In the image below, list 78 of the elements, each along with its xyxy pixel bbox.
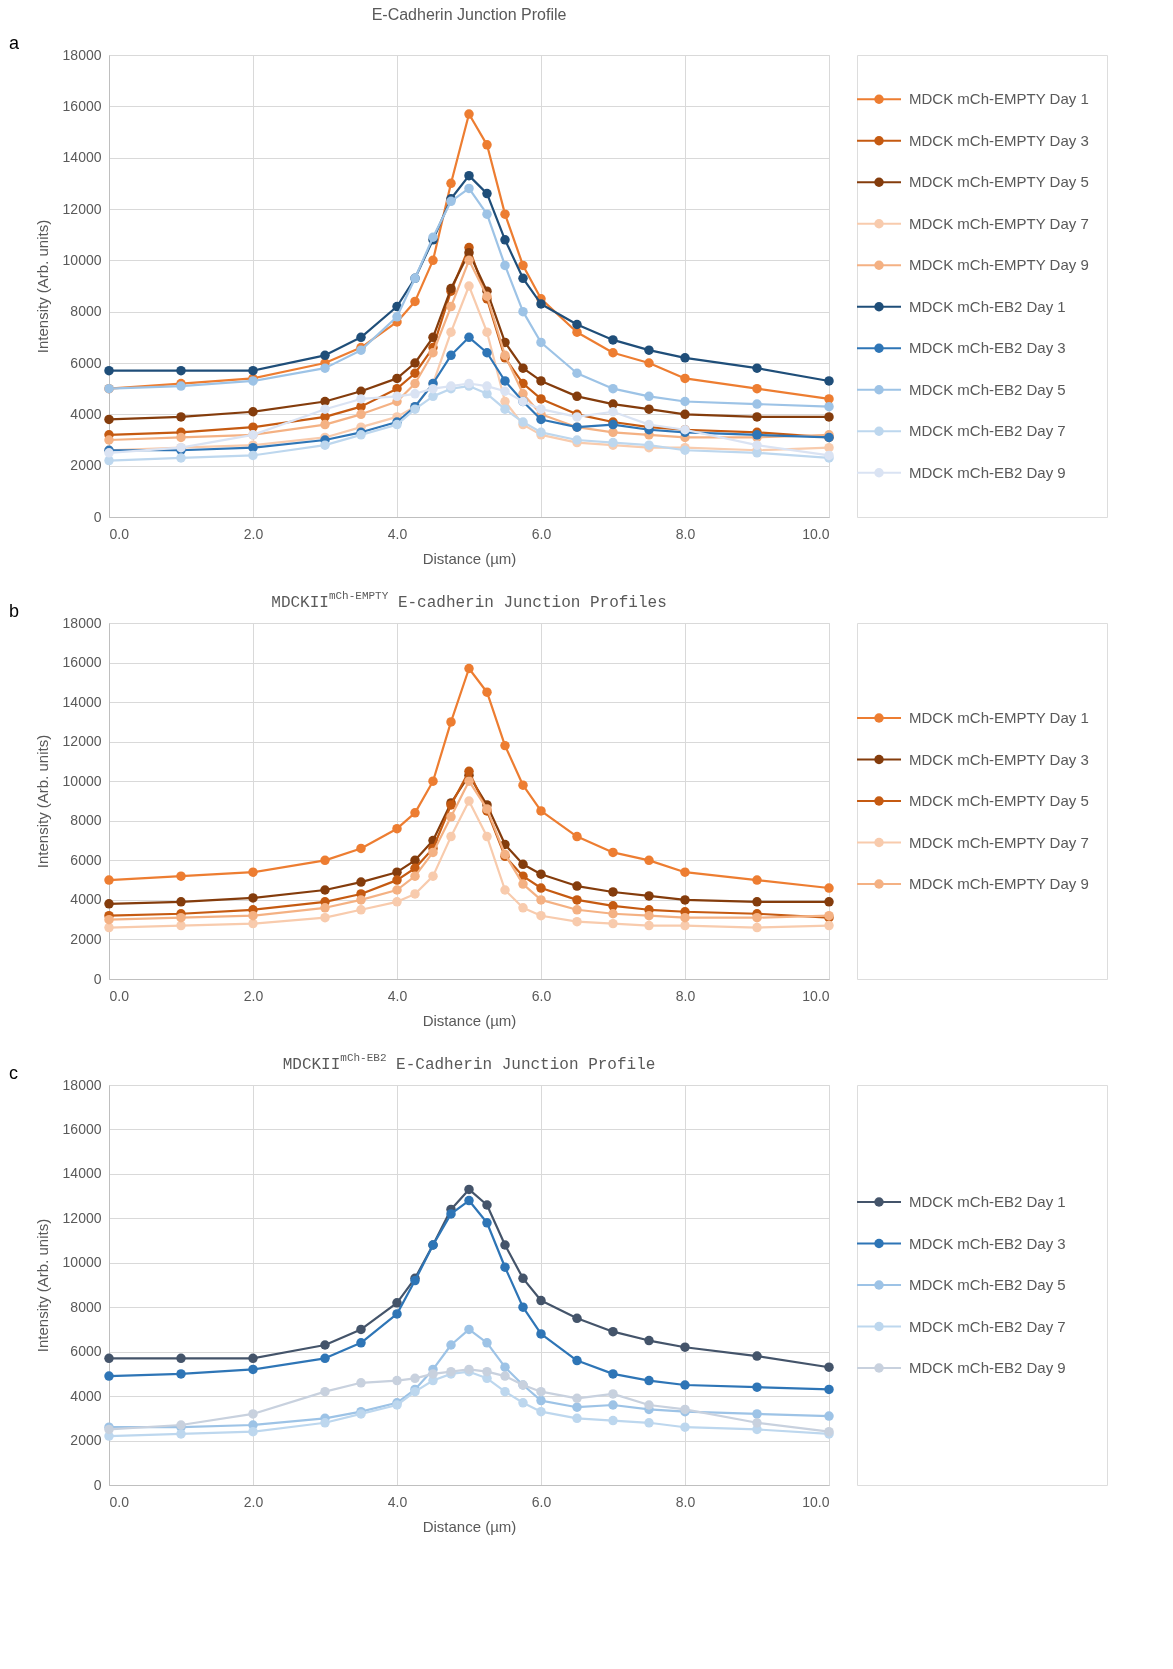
y-tick-label: 8000 (70, 1298, 102, 1315)
legend-label: MDCK mCh-EMPTY Day 7 (909, 214, 1089, 232)
y-tick-label: 18000 (62, 614, 102, 631)
y-tick-label: 6000 (70, 851, 102, 868)
y-tick-label: 2000 (70, 457, 102, 474)
legend-label: MDCK mCh-EMPTY Day 5 (909, 792, 1089, 809)
y-tick-label: 6000 (70, 1343, 102, 1360)
y-tick-label: 14000 (62, 1165, 102, 1182)
legend-label: MDCK mCh-EMPTY Day 3 (909, 131, 1089, 149)
x-tick-label: 8.0 (675, 1493, 696, 1510)
x-tick-label: 0.0 (109, 987, 130, 1004)
y-tick-label: 10000 (62, 772, 102, 789)
legend-label: MDCK mCh-EB2 Day 9 (909, 463, 1066, 481)
legend-label: MDCK mCh-EB2 Day 7 (909, 1317, 1066, 1335)
y-tick-label: 0 (93, 1476, 102, 1493)
x-tick-label: 2.0 (243, 987, 264, 1004)
x-tick-label: 10.0 (802, 987, 830, 1004)
chart-title: E-Cadherin Junction Profile (371, 6, 567, 23)
x-tick-label: 8.0 (675, 987, 696, 1004)
x-tick-label: 0.0 (109, 525, 130, 542)
text: b (9, 601, 20, 621)
legend-label: MDCK mCh-EB2 Day 5 (909, 1276, 1066, 1293)
legend-label: MDCK mCh-EB2 Day 1 (909, 1193, 1066, 1210)
y-tick-label: 10000 (62, 251, 102, 268)
y-tick-label: 2000 (70, 930, 102, 947)
x-tick-label: 4.0 (387, 1493, 408, 1510)
y-tick-label: 0 (93, 508, 102, 525)
x-tick-label: 10.0 (802, 1493, 830, 1510)
y-tick-label: 12000 (62, 1209, 102, 1226)
x-tick-label: 2.0 (243, 525, 264, 542)
y-tick-label: 12000 (62, 200, 102, 217)
legend-label: MDCK mCh-EMPTY Day 3 (909, 750, 1089, 768)
y-tick-label: 8000 (70, 303, 102, 320)
legend-label: MDCK mCh-EMPTY Day 9 (909, 875, 1089, 892)
y-tick-label: 4000 (70, 405, 102, 422)
legend-label: MDCK mCh-EB2 Day 9 (909, 1359, 1066, 1376)
legend-label: MDCK mCh-EMPTY Day 1 (909, 90, 1089, 108)
legend-label: MDCK mCh-EB2 Day 5 (909, 380, 1066, 398)
x-axis-title: Distance (µm) (422, 1517, 517, 1535)
x-tick-label: 6.0 (531, 987, 552, 1004)
y-tick-label: 18000 (62, 46, 102, 63)
y-tick-label: 2000 (70, 1432, 102, 1449)
y-tick-label: 0 (93, 970, 102, 987)
legend-label: MDCK mCh-EMPTY Day 9 (909, 256, 1089, 274)
legend-label: MDCK mCh-EB2 Day 7 (909, 422, 1066, 440)
text: c (9, 1063, 18, 1083)
y-axis-title: Intensity (Arb. units) (33, 734, 51, 869)
x-axis-title: Distance (µm) (422, 549, 517, 567)
y-tick-label: 16000 (62, 654, 102, 671)
legend-label: MDCK mCh-EB2 Day 3 (909, 1234, 1066, 1252)
y-tick-label: 12000 (62, 733, 102, 750)
x-tick-label: 8.0 (675, 525, 696, 542)
x-tick-label: 0.0 (109, 1493, 130, 1510)
x-axis-title: Distance (µm) (422, 1011, 517, 1029)
y-axis-title: Intensity (Arb. units) (33, 219, 51, 354)
y-tick-label: 16000 (62, 1120, 102, 1137)
y-tick-label: 14000 (62, 693, 102, 710)
y-tick-label: 18000 (62, 1076, 102, 1093)
y-tick-label: 16000 (62, 97, 102, 114)
y-tick-label: 8000 (70, 812, 102, 829)
y-tick-label: 10000 (62, 1254, 102, 1271)
x-tick-label: 4.0 (387, 525, 408, 542)
x-tick-label: 6.0 (531, 525, 552, 542)
y-axis-title: Intensity (Arb. units) (33, 1218, 51, 1353)
x-tick-label: 10.0 (802, 525, 830, 542)
y-tick-label: 6000 (70, 354, 102, 371)
legend-label: MDCK mCh-EMPTY Day 5 (909, 173, 1089, 191)
legend-label: MDCK mCh-EB2 Day 1 (909, 297, 1066, 315)
x-tick-label: 2.0 (243, 1493, 264, 1510)
y-tick-label: 14000 (62, 149, 102, 166)
legend-label: MDCK mCh-EMPTY Day 1 (909, 709, 1089, 726)
x-tick-label: 6.0 (531, 1493, 552, 1510)
y-tick-label: 4000 (70, 891, 102, 908)
legend-label: MDCK mCh-EB2 Day 3 (909, 339, 1066, 357)
legend-label: MDCK mCh-EMPTY Day 7 (909, 833, 1089, 851)
text: a (9, 33, 20, 53)
x-tick-label: 4.0 (387, 987, 408, 1004)
y-tick-label: 4000 (70, 1387, 102, 1404)
